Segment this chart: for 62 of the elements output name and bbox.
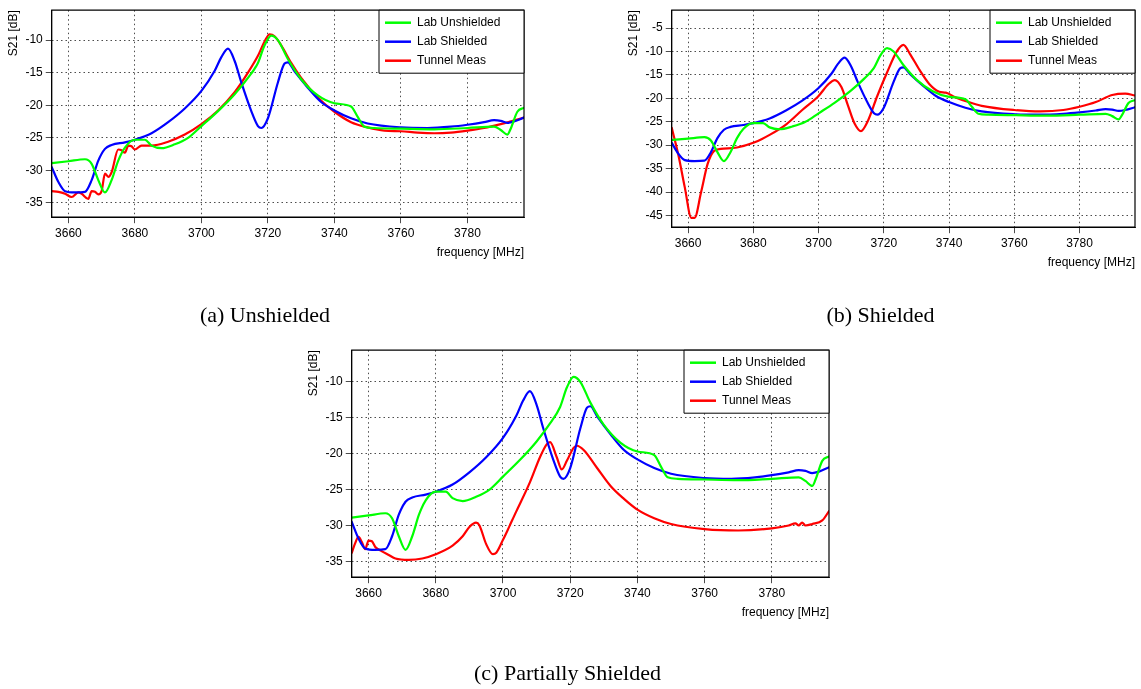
- y-tick-label: -30: [645, 137, 664, 152]
- y-tick-label: -35: [25, 195, 44, 210]
- y-tick-label: -35: [645, 160, 664, 175]
- x-tick-label: 3740: [624, 585, 652, 600]
- y-tick-label: -35: [325, 553, 344, 568]
- y-axis-title: S21 [dB]: [625, 10, 640, 57]
- x-tick-label: 3720: [254, 225, 282, 240]
- legend-label: Lab Shielded: [722, 374, 793, 389]
- x-tick-label: 3760: [691, 585, 719, 600]
- legend-label: Tunnel Meas: [1028, 53, 1097, 68]
- line-series: [671, 43, 1135, 219]
- x-tick-label: 3780: [758, 585, 786, 600]
- y-tick-label: -5: [652, 20, 664, 35]
- x-tick-label: 3700: [489, 585, 517, 600]
- y-tick-label: -25: [645, 114, 664, 129]
- x-axis-title: frequency [MHz]: [741, 605, 829, 620]
- legend-label: Tunnel Meas: [722, 393, 791, 408]
- y-axis-title: S21 [dB]: [305, 350, 320, 397]
- x-tick-label: 3680: [121, 225, 149, 240]
- y-tick-label: -20: [645, 90, 664, 105]
- x-tick-label: 3760: [1000, 235, 1028, 250]
- x-tick-label: 3760: [387, 225, 415, 240]
- y-tick-label: -15: [645, 67, 664, 82]
- x-tick-label: 3780: [1066, 235, 1094, 250]
- x-tick-label: 3720: [556, 585, 584, 600]
- text: (a) Unshielded: [198, 302, 332, 328]
- y-tick-label: -10: [25, 32, 44, 47]
- y-tick-label: -20: [325, 445, 344, 460]
- y-tick-label: -30: [25, 162, 44, 177]
- x-axis-title: frequency [MHz]: [1047, 255, 1135, 270]
- legend-label: Tunnel Meas: [417, 53, 486, 68]
- y-axis-title: S21 [dB]: [5, 10, 20, 57]
- x-tick-label: 3660: [674, 235, 702, 250]
- y-tick-label: -45: [645, 207, 664, 222]
- x-tick-label: 3700: [805, 235, 833, 250]
- x-tick-label: 3700: [188, 225, 216, 240]
- legend-label: Lab Unshielded: [1028, 15, 1112, 30]
- legend-label: Lab Shielded: [417, 34, 488, 49]
- y-tick-label: -20: [25, 97, 44, 112]
- x-tick-label: 3720: [870, 235, 898, 250]
- x-axis-title: frequency [MHz]: [436, 245, 524, 260]
- line-series: [351, 441, 829, 562]
- y-tick-label: -25: [325, 481, 344, 496]
- legend-label: Lab Unshielded: [722, 355, 806, 370]
- x-tick-label: 3740: [935, 235, 963, 250]
- x-tick-label: 3680: [739, 235, 767, 250]
- x-tick-label: 3680: [422, 585, 450, 600]
- legend-label: Lab Unshielded: [417, 15, 501, 30]
- y-tick-label: -15: [325, 410, 344, 425]
- text: (b) Shielded: [825, 302, 936, 328]
- y-tick-label: -15: [25, 65, 44, 79]
- y-tick-label: -25: [25, 130, 44, 145]
- x-tick-label: 3660: [55, 225, 83, 240]
- x-tick-label: 3660: [355, 585, 383, 600]
- text: (c) Partially Shielded: [473, 660, 662, 686]
- x-tick-label: 3780: [454, 225, 482, 240]
- y-tick-label: -40: [645, 184, 664, 199]
- x-tick-label: 3740: [321, 225, 349, 240]
- legend-label: Lab Shielded: [1028, 34, 1099, 49]
- y-tick-label: -10: [325, 374, 344, 389]
- y-tick-label: -10: [645, 43, 664, 58]
- y-tick-label: -30: [325, 517, 344, 532]
